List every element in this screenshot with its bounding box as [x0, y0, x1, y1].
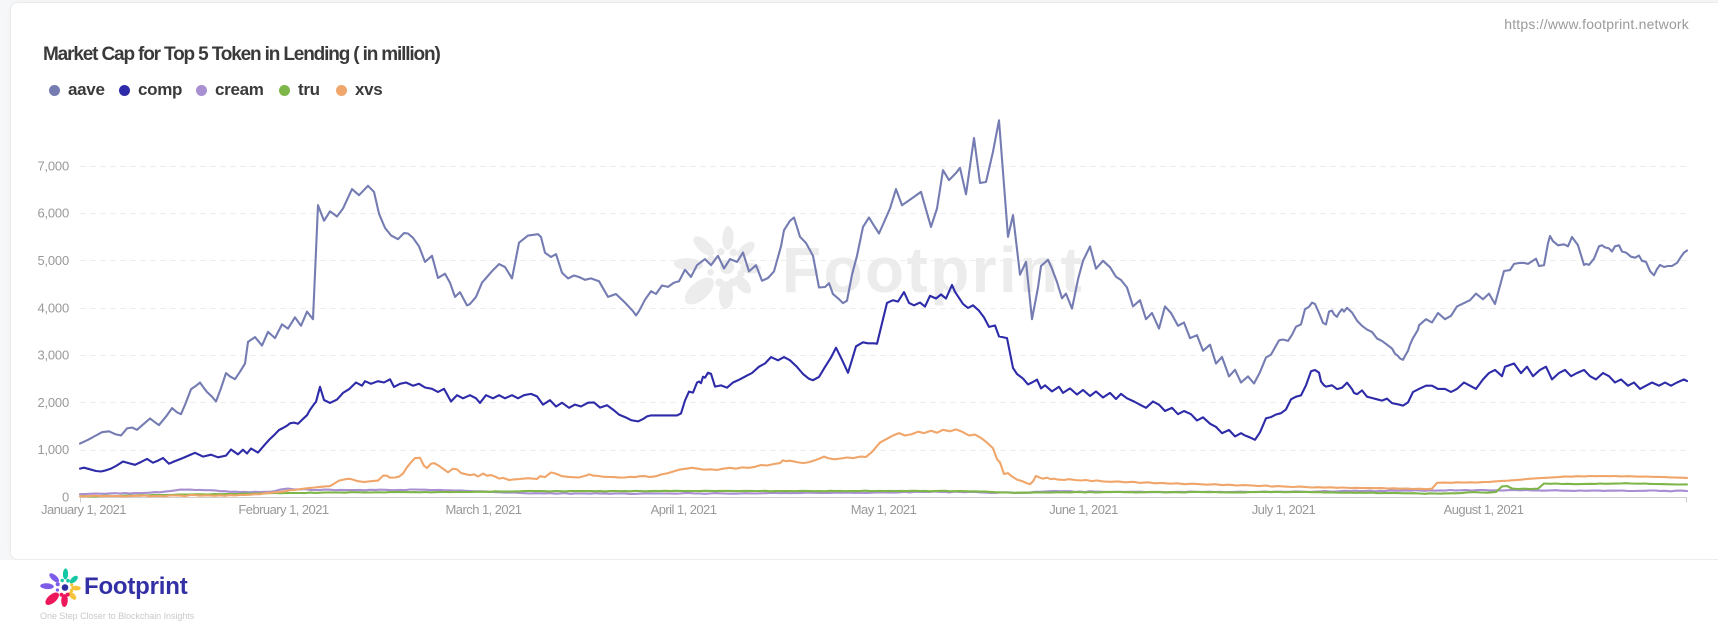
- svg-text:2,000: 2,000: [37, 395, 69, 410]
- svg-text:6,000: 6,000: [37, 206, 69, 221]
- svg-text:Footprint: Footprint: [782, 234, 1084, 306]
- svg-text:January 1, 2021: January 1, 2021: [41, 502, 126, 517]
- svg-text:4,000: 4,000: [37, 300, 69, 315]
- svg-text:July 1, 2021: July 1, 2021: [1252, 502, 1316, 517]
- svg-text:June 1, 2021: June 1, 2021: [1049, 502, 1118, 517]
- svg-text:7,000: 7,000: [37, 158, 69, 173]
- svg-text:May 1, 2021: May 1, 2021: [851, 502, 917, 517]
- svg-text:August 1, 2021: August 1, 2021: [1444, 502, 1524, 517]
- svg-text:5,000: 5,000: [37, 253, 69, 268]
- svg-text:April 1, 2021: April 1, 2021: [651, 502, 717, 517]
- svg-text:0: 0: [62, 490, 69, 505]
- svg-text:1,000: 1,000: [37, 442, 69, 457]
- svg-text:February 1, 2021: February 1, 2021: [238, 502, 329, 517]
- svg-text:3,000: 3,000: [37, 348, 69, 363]
- svg-text:March 1, 2021: March 1, 2021: [446, 502, 522, 517]
